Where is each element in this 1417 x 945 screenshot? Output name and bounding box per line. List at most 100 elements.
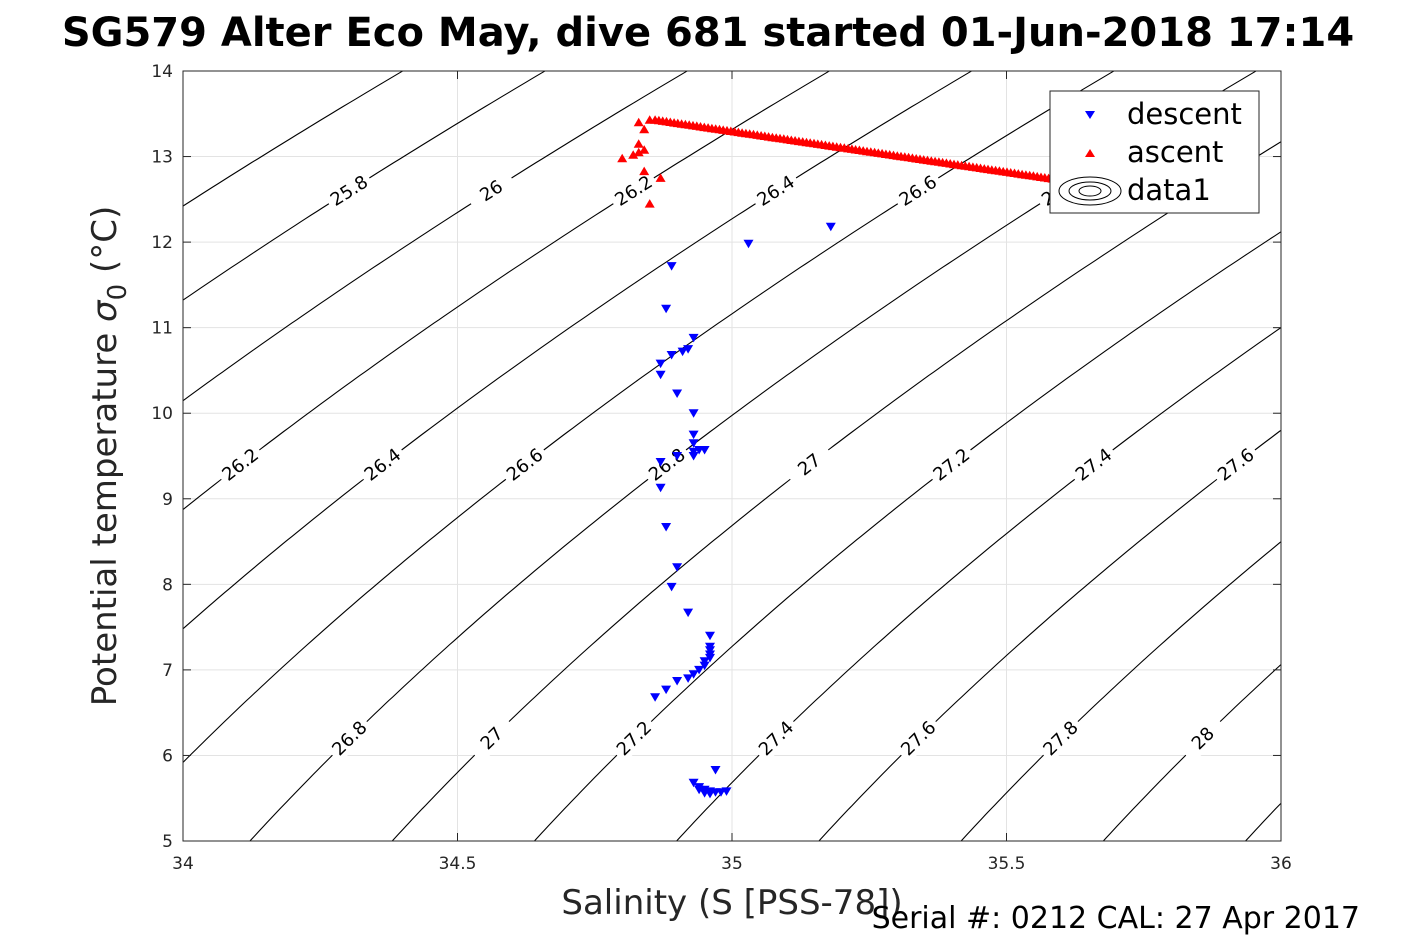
y-tick-label: 13 [151, 148, 173, 168]
contour-label-bg [925, 441, 978, 488]
descent-point [699, 661, 710, 671]
x-tick-label: 36 [1270, 854, 1292, 874]
ascent-point [639, 124, 650, 134]
contour-label-bg [893, 713, 944, 763]
legend-box [1049, 90, 1260, 214]
contour-line [183, 71, 547, 301]
y-axis-label-symbol: σ [85, 299, 125, 322]
ascent-point [655, 173, 666, 182]
descent-point [705, 653, 715, 663]
x-axis-label: Salinity (S [PSS-78]) [561, 883, 902, 923]
ascent-point [628, 150, 639, 159]
y-tick-label: 6 [162, 746, 173, 766]
contour-label-bg [607, 168, 660, 213]
y-tick-label: 12 [151, 233, 173, 253]
descent-point [688, 670, 699, 679]
descent-point [688, 439, 699, 448]
legend-contour-icon [1058, 176, 1122, 206]
contour-label-group: 28 [1178, 713, 1228, 763]
contour-label-bg [324, 713, 375, 763]
descent-point [825, 222, 836, 232]
contour-label-bg [783, 441, 836, 488]
legend: descent ascent data1 [1049, 90, 1260, 214]
y-axis-label-text: Potential temperature [85, 333, 125, 706]
ascent-point [644, 115, 655, 124]
descent-point [666, 262, 677, 271]
descent-point [694, 785, 705, 795]
descent-point [710, 766, 721, 775]
ascent-point [633, 147, 644, 157]
contour-line [183, 71, 689, 402]
contour-label-bg [1178, 713, 1228, 763]
descent-point [672, 677, 683, 686]
contour-line [183, 71, 404, 207]
contour-label-bg [322, 168, 376, 213]
x-axis-ticks: 34 34.5 35 35.5 36 [172, 71, 1292, 874]
descent-point [666, 582, 677, 592]
y-tick-label: 10 [151, 404, 173, 424]
y-tick-label: 7 [162, 661, 173, 681]
descent-point [661, 304, 672, 314]
contour-label-bg [751, 713, 802, 763]
ascent-point [639, 166, 650, 176]
ascent-point [617, 153, 628, 163]
descent-point [688, 409, 699, 418]
contour-label-bg [499, 441, 551, 488]
legend-descent-label: descent [1127, 97, 1242, 131]
descent-point [677, 347, 688, 357]
descent-point [688, 447, 699, 457]
contour-label-bg [214, 441, 267, 488]
y-axis-ticks: 5 6 7 8 9 10 11 12 13 14 [151, 62, 1281, 852]
descent-point [688, 452, 699, 461]
contour-label-bg [1067, 441, 1120, 488]
descent-point [688, 778, 699, 788]
descent-point [672, 389, 683, 398]
contour-label-bg [891, 168, 945, 213]
contour-label-bg [356, 441, 409, 488]
descent-point [721, 787, 732, 796]
descent-point [672, 563, 683, 572]
contour-label-bg [465, 168, 518, 213]
descent-point [683, 345, 694, 354]
descent-point [655, 370, 666, 380]
ascent-point [633, 117, 644, 127]
y-tick-label: 14 [151, 62, 173, 82]
descent-series [650, 222, 836, 799]
descent-point [650, 693, 661, 702]
descent-point [705, 631, 715, 641]
y-tick-label: 5 [162, 832, 173, 852]
descent-point [666, 351, 677, 360]
descent-point [699, 446, 710, 455]
ascent-point [644, 199, 655, 208]
x-tick-label: 35.5 [988, 854, 1026, 874]
descent-point [655, 359, 666, 369]
descent-point [655, 483, 666, 493]
legend-descent-marker [1085, 111, 1095, 119]
descent-point [705, 789, 715, 799]
contour-label-bg [1035, 713, 1086, 763]
ascent-point [639, 145, 650, 154]
contour-label-bg [749, 168, 802, 213]
y-axis-label-unit: (°C) [85, 206, 125, 273]
y-axis-label: Potential temperature σ0 (°C) [85, 206, 133, 706]
y-axis-label-subscript: 0 [103, 284, 133, 301]
descent-point [672, 452, 683, 461]
descent-point [661, 685, 672, 695]
y-tick-label: 8 [162, 575, 173, 595]
descent-point [699, 657, 710, 666]
y-tick-label: 11 [151, 319, 173, 339]
descent-point [705, 646, 715, 655]
descent-point [743, 239, 754, 249]
x-tick-label: 34.5 [439, 854, 477, 874]
descent-point [683, 608, 694, 618]
descent-point [688, 333, 699, 343]
descent-point [655, 458, 666, 467]
contour-label-bg [609, 713, 659, 763]
descent-point [683, 674, 694, 683]
contour-label-bg [466, 713, 517, 763]
legend-contour-label: data1 [1127, 173, 1211, 207]
chart-title: SG579 Alter Eco May, dive 681 started 01… [62, 10, 1354, 56]
contour-label-bg [1210, 441, 1262, 488]
serial-calibration-note: Serial #: 0212 CAL: 27 Apr 2017 [872, 901, 1360, 936]
